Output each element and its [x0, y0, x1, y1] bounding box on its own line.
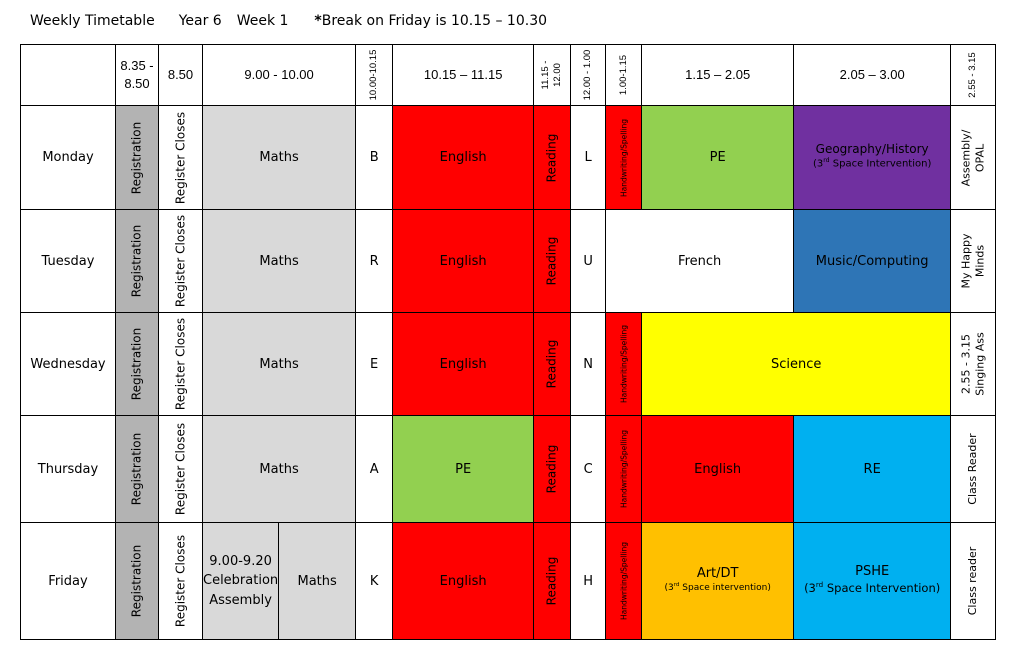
header-row: 8.35 - 8.50 8.50 9.00 - 10.00 10.00-10.1… — [20, 44, 997, 106]
row-tuesday: Tuesday Registration Register Closes Mat… — [20, 209, 997, 313]
header-time-205-300: 2.05 – 3.00 — [793, 44, 952, 106]
day-label-friday: Friday — [20, 522, 116, 640]
header-time-1015-1115: 10.15 – 11.15 — [392, 44, 535, 106]
cell-tuesday-reading: Reading — [533, 209, 572, 313]
header-time-115-205: 1.15 – 2.05 — [641, 44, 795, 106]
cell-wednesday-singing-assembly: 2.55 - 3.15 Singing Ass — [950, 312, 997, 416]
cell-tuesday-french: French — [605, 209, 795, 313]
subject-main-label: Art/DT — [696, 566, 739, 582]
title-main: Weekly Timetable — [30, 13, 155, 29]
cell-friday-class-reader: Class reader — [950, 522, 997, 640]
cell-wednesday-reading: Reading — [533, 312, 572, 416]
cell-wednesday-lunch-letter: N — [570, 312, 607, 416]
cell-friday-registration: Registration — [115, 522, 159, 640]
cell-monday-pe: PE — [641, 105, 795, 210]
cell-monday-break-letter: B — [355, 105, 394, 210]
cell-tuesday-lunch-letter: U — [570, 209, 607, 313]
title-break-star: * — [314, 13, 322, 29]
cell-wednesday-maths: Maths — [201, 312, 357, 416]
weekly-timetable: 8.35 - 8.50 8.50 9.00 - 10.00 10.00-10.1… — [20, 44, 997, 640]
cell-wednesday-science: Science — [641, 312, 952, 416]
row-monday: Monday Registration Register Closes Math… — [20, 105, 997, 210]
day-label-tuesday: Tuesday — [20, 209, 116, 313]
row-wednesday: Wednesday Registration Register Closes M… — [20, 312, 997, 416]
subject-sub-label: (3rd Space intervention) — [664, 582, 771, 594]
cell-monday-english: English — [392, 105, 535, 210]
cell-thursday-re: RE — [793, 415, 952, 523]
header-time-1200-100: 12.00 - 1.00 — [570, 44, 607, 106]
title-break-note: Break on Friday is 10.15 – 10.30 — [321, 13, 548, 29]
day-label-wednesday: Wednesday — [20, 312, 116, 416]
cell-thursday-register-closes: Register Closes — [158, 415, 203, 523]
header-time-1000-1015: 10.00-10.15 — [355, 44, 394, 106]
cell-friday-art-dt: Art/DT (3rd Space intervention) — [641, 522, 795, 640]
cell-tuesday-register-closes: Register Closes — [158, 209, 203, 313]
header-time-100-115: 1.00-1.15 — [605, 44, 643, 106]
row-friday: Friday Registration Register Closes 9.00… — [20, 522, 997, 640]
cell-wednesday-english: English — [392, 312, 535, 416]
header-time-835-850: 8.35 - 8.50 — [115, 44, 159, 106]
row-thursday: Thursday Registration Register Closes Ma… — [20, 415, 997, 523]
cell-thursday-class-reader: Class Reader — [950, 415, 997, 523]
day-label-monday: Monday — [20, 105, 116, 210]
subject-sub-label: (3rd Space Intervention) — [804, 580, 941, 596]
cell-thursday-reading: Reading — [533, 415, 572, 523]
cell-tuesday-music-computing: Music/Computing — [793, 209, 952, 313]
cell-monday-registration: Registration — [115, 105, 159, 210]
cell-friday-lunch-letter: H — [570, 522, 607, 640]
cell-friday-break-letter: K — [355, 522, 394, 640]
cell-thursday-lunch-letter: C — [570, 415, 607, 523]
cell-thursday-registration: Registration — [115, 415, 159, 523]
day-label-thursday: Thursday — [20, 415, 116, 523]
cell-tuesday-break-letter: R — [355, 209, 394, 313]
cell-wednesday-registration: Registration — [115, 312, 159, 416]
header-blank-cell — [20, 44, 116, 106]
cell-thursday-handwriting-spelling: Handwriting/Spelling — [605, 415, 643, 523]
cell-friday-maths: Maths — [278, 522, 357, 640]
cell-friday-reading: Reading — [533, 522, 572, 640]
cell-wednesday-break-letter: E — [355, 312, 394, 416]
header-time-1115-1200: 11.15 - 12.00 — [533, 44, 572, 106]
subject-sub-label: (3rd Space Intervention) — [812, 157, 932, 170]
cell-monday-register-closes: Register Closes — [158, 105, 203, 210]
subject-main-label: PSHE — [855, 564, 890, 580]
header-time-850: 8.50 — [158, 44, 203, 106]
cell-thursday-break-letter: A — [355, 415, 394, 523]
cell-monday-maths: Maths — [201, 105, 357, 210]
cell-thursday-maths: Maths — [201, 415, 357, 523]
cell-monday-assembly-opal: Assembly/ OPAL — [950, 105, 997, 210]
cell-tuesday-english: English — [392, 209, 535, 313]
cell-wednesday-handwriting-spelling: Handwriting/Spelling — [605, 312, 643, 416]
title-week: Week 1 — [236, 13, 289, 29]
header-time-900-1000: 9.00 - 10.00 — [201, 44, 357, 106]
cell-tuesday-my-happy-minds: My Happy Minds — [950, 209, 997, 313]
cell-friday-celebration-assembly: 9.00-9.20 Celebration Assembly — [201, 522, 280, 640]
subject-main-label: Geography/History — [815, 142, 929, 157]
cell-friday-register-closes: Register Closes — [158, 522, 203, 640]
cell-monday-geography-history: Geography/History (3rd Space Interventio… — [793, 105, 952, 210]
page-title: Weekly Timetable Year 6 Week 1 *Break on Fr… — [0, 0, 1010, 29]
cell-thursday-english: English — [641, 415, 795, 523]
cell-monday-handwriting-spelling: Handwriting/Spelling — [605, 105, 643, 210]
cell-friday-pshe: PSHE (3rd Space Intervention) — [793, 522, 952, 640]
cell-friday-handwriting-spelling: Handwriting/Spelling — [605, 522, 643, 640]
header-time-255-315: 2.55 - 3.15 — [950, 44, 997, 106]
title-year: Year 6 — [178, 13, 222, 29]
cell-friday-english: English — [392, 522, 535, 640]
cell-tuesday-registration: Registration — [115, 209, 159, 313]
cell-tuesday-maths: Maths — [201, 209, 357, 313]
cell-thursday-pe: PE — [392, 415, 535, 523]
cell-wednesday-register-closes: Register Closes — [158, 312, 203, 416]
cell-monday-reading: Reading — [533, 105, 572, 210]
cell-monday-lunch-letter: L — [570, 105, 607, 210]
